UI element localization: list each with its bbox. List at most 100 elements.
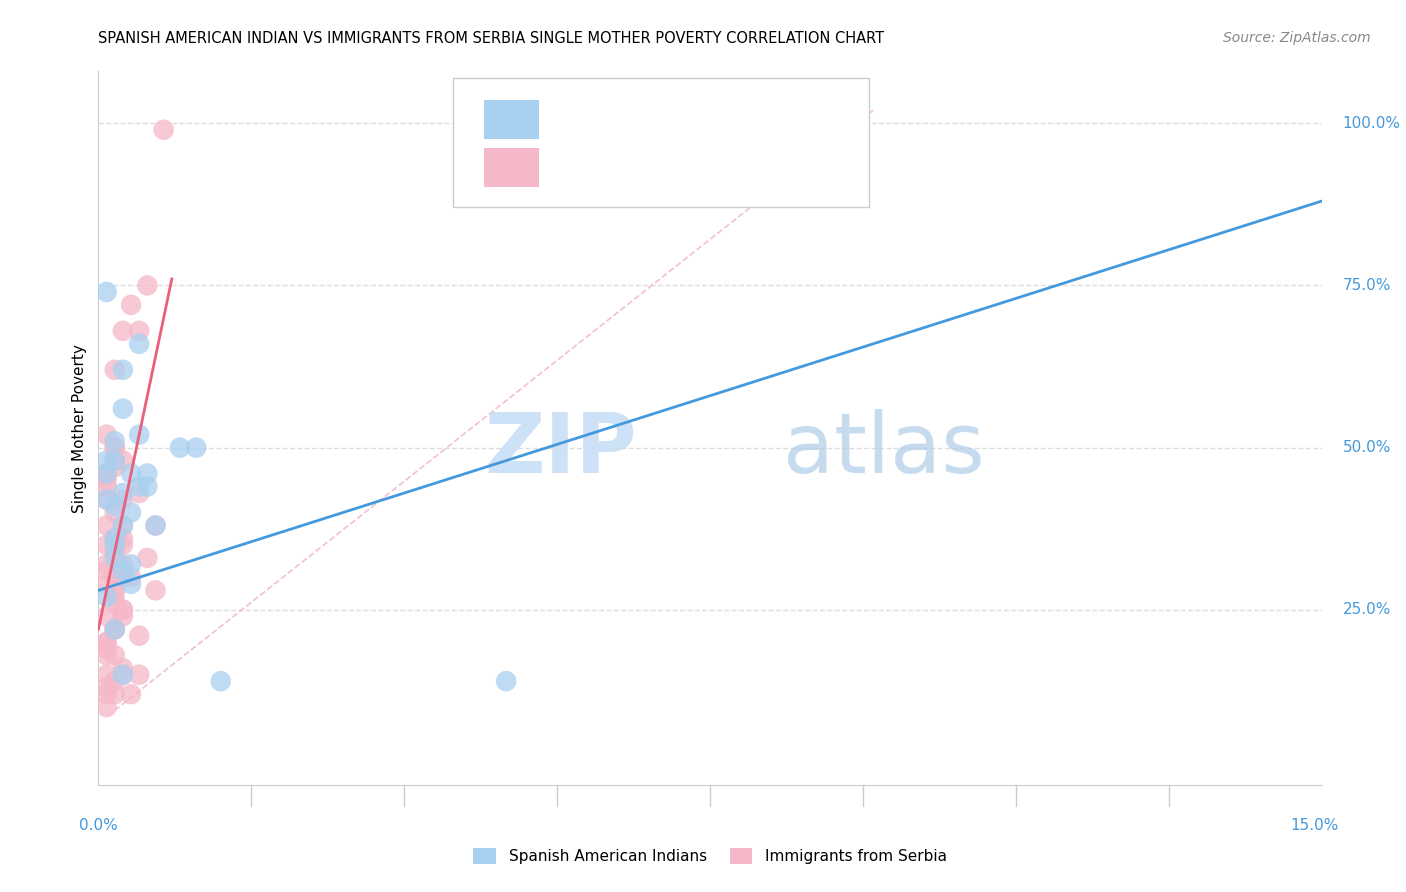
FancyBboxPatch shape [484,100,538,139]
Text: 25.0%: 25.0% [1343,602,1391,617]
Point [96,635,118,649]
Text: 75.0%: 75.0% [1343,278,1391,293]
Point [104,363,127,377]
Point [128,427,150,442]
Point [780,116,803,130]
Point [104,434,127,449]
Point [120,577,142,591]
Point [111,492,134,507]
Text: N = 33: N = 33 [704,111,772,128]
Point [104,453,127,467]
Point [120,506,142,520]
Point [104,460,127,475]
Point [96,479,118,493]
Point [96,492,118,507]
Text: R = 0.587: R = 0.587 [557,158,648,176]
Point [111,603,134,617]
Point [96,467,118,481]
Point [111,538,134,552]
Point [111,532,134,546]
Point [111,518,134,533]
Text: atlas: atlas [783,409,986,490]
Point [96,558,118,572]
Text: R = 0.432: R = 0.432 [557,111,648,128]
Point [111,667,134,681]
Point [152,122,174,136]
Point [104,441,127,455]
Point [104,453,127,467]
Point [145,518,167,533]
Point [136,278,159,293]
Point [104,570,127,584]
Point [104,532,127,546]
Point [96,564,118,578]
Point [96,577,118,591]
Point [145,583,167,598]
Point [104,532,127,546]
Point [96,518,118,533]
Point [111,363,134,377]
Point [120,570,142,584]
Point [111,324,134,338]
Point [120,687,142,701]
Point [104,538,127,552]
FancyBboxPatch shape [453,78,869,207]
Point [96,681,118,695]
Point [136,550,159,565]
Point [128,667,150,681]
Point [96,427,118,442]
Point [136,479,159,493]
Point [111,564,134,578]
Point [145,518,167,533]
Legend: Spanish American Indians, Immigrants from Serbia: Spanish American Indians, Immigrants fro… [467,842,953,870]
Point [111,486,134,500]
Point [111,667,134,681]
Point [104,583,127,598]
Point [111,453,134,467]
Point [120,298,142,312]
Point [96,538,118,552]
Point [111,401,134,416]
Point [169,441,191,455]
Text: SPANISH AMERICAN INDIAN VS IMMIGRANTS FROM SERBIA SINGLE MOTHER POVERTY CORRELAT: SPANISH AMERICAN INDIAN VS IMMIGRANTS FR… [98,31,884,46]
Text: 15.0%: 15.0% [1291,818,1339,832]
FancyBboxPatch shape [484,148,538,187]
Point [104,674,127,689]
Point [111,570,134,584]
Text: 0.0%: 0.0% [79,818,118,832]
Point [104,583,127,598]
Point [104,622,127,636]
Point [495,674,517,689]
Point [128,629,150,643]
Point [104,499,127,513]
Point [96,453,118,467]
Point [96,635,118,649]
Point [104,622,127,636]
Point [96,700,118,714]
Point [128,324,150,338]
Point [128,336,150,351]
Point [96,648,118,663]
Point [96,590,118,604]
Point [104,441,127,455]
Point [111,661,134,675]
Point [136,467,159,481]
Point [96,492,118,507]
Point [96,285,118,299]
Point [96,641,118,656]
Text: ZIP: ZIP [484,409,637,490]
Point [96,467,118,481]
Point [104,648,127,663]
Point [104,622,127,636]
Point [96,467,118,481]
Point [104,596,127,610]
Point [111,609,134,624]
Point [96,667,118,681]
Point [96,473,118,487]
Point [104,544,127,558]
Text: N = 64: N = 64 [704,158,772,176]
Point [104,506,127,520]
Point [209,674,232,689]
Point [186,441,208,455]
Text: 100.0%: 100.0% [1343,116,1400,131]
